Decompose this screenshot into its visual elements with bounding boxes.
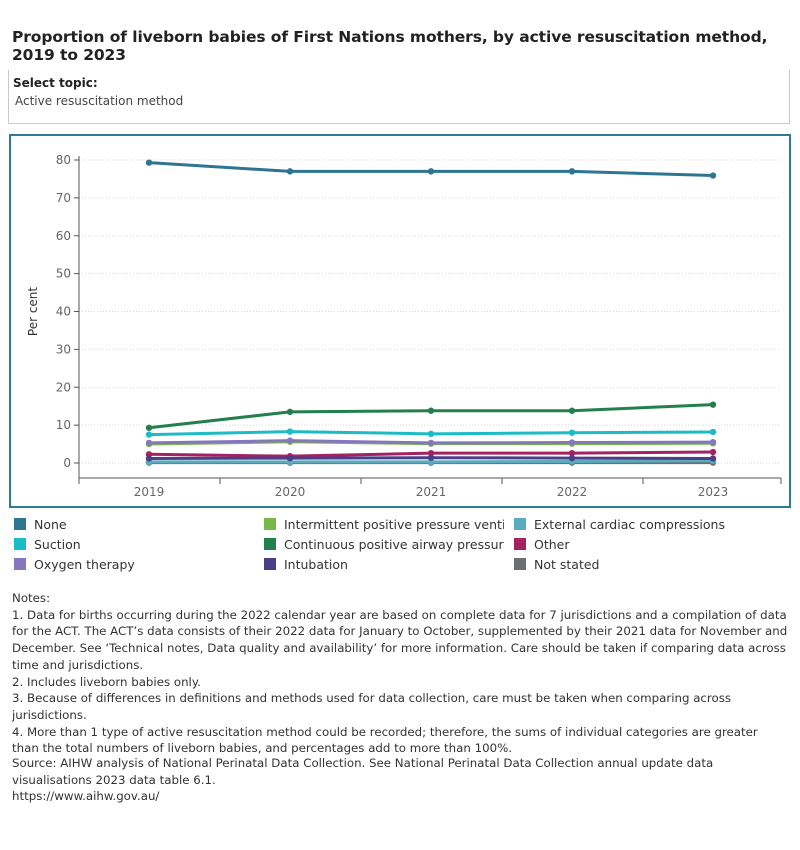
y-tick-label: 80	[56, 153, 71, 167]
data-point	[568, 407, 576, 414]
legend-swatch	[264, 538, 276, 550]
legend-swatch	[514, 538, 526, 550]
legend-swatch	[14, 558, 26, 570]
data-point	[286, 408, 294, 416]
legend-swatch	[514, 518, 526, 530]
legend-label: Intubation	[284, 556, 348, 572]
data-point	[709, 455, 717, 462]
data-point	[427, 454, 435, 461]
data-point	[427, 449, 435, 457]
legend-item[interactable]: Oxygen therapy	[14, 554, 135, 574]
legend-label: Intermittent positive pressure ventilat.…	[284, 516, 504, 532]
legend-item[interactable]: External cardiac compressions	[514, 514, 725, 534]
data-point	[568, 449, 576, 457]
note-item: 2. Includes liveborn babies only.	[12, 674, 201, 689]
data-point	[709, 401, 717, 408]
y-tick-label: 60	[56, 229, 71, 243]
legend-label: None	[34, 516, 67, 532]
legend-item[interactable]: Continuous positive airway pressure	[264, 534, 504, 554]
data-point	[568, 454, 576, 462]
legend-item[interactable]: Suction	[14, 534, 81, 554]
series-lines	[145, 159, 717, 466]
data-point	[286, 437, 294, 444]
axes: 0 10 20 30 40 50 60 70 80 2019 2020 2021 2022 2023 Per…	[26, 153, 782, 499]
series-continuous-positive-airway-pressure	[145, 401, 717, 431]
data-point	[709, 172, 717, 179]
line-chart[interactable]: 0 10 20 30 40 50 60 70 80 2019 2020 2021 2022 2023 Per…	[11, 136, 789, 506]
note-item: 3. Because of differences in definitions…	[12, 691, 732, 722]
data-point	[709, 438, 717, 446]
legend-label: Suction	[34, 536, 81, 552]
legend-item[interactable]: None	[14, 514, 67, 534]
data-point	[145, 455, 153, 462]
data-point	[568, 168, 576, 175]
legend-swatch	[14, 518, 26, 530]
data-point	[427, 430, 435, 438]
legend-label: Other	[534, 536, 570, 552]
legend-swatch	[264, 558, 276, 570]
page-title: Proportion of liveborn babies of First N…	[12, 28, 768, 64]
notes-section: Notes: 1. Data for births occurring duri…	[12, 590, 788, 757]
legend-label: Oxygen therapy	[34, 556, 135, 572]
legend-swatch	[514, 558, 526, 570]
legend-label: External cardiac compressions	[534, 516, 725, 532]
x-tick-label: 2023	[698, 485, 729, 499]
y-tick-label: 20	[56, 380, 71, 394]
legend-item[interactable]: Intubation	[264, 554, 348, 574]
legend-swatch	[14, 538, 26, 550]
data-point	[427, 439, 435, 447]
legend-label: Not stated	[534, 556, 600, 572]
y-tick-label: 70	[56, 191, 71, 205]
data-point	[709, 448, 717, 456]
topic-filter-label: Select topic:	[13, 76, 98, 90]
legend-item[interactable]: Other	[514, 534, 570, 554]
series-suction	[145, 428, 717, 438]
y-axis-title: Per cent	[26, 287, 40, 337]
chart-legend: None Suction Oxygen therapy Intermittent po…	[14, 514, 790, 576]
data-point	[709, 428, 717, 436]
y-tick-label: 40	[56, 305, 71, 319]
data-point	[568, 429, 576, 436]
series-oxygen-therapy	[145, 437, 717, 447]
x-tick-label: 2019	[134, 485, 165, 499]
legend-item[interactable]: Not stated	[514, 554, 599, 574]
note-item: 4. More than 1 type of active resuscitat…	[12, 724, 758, 756]
data-point	[427, 407, 435, 414]
series-none	[145, 159, 717, 179]
data-point	[427, 168, 435, 175]
data-point	[568, 439, 576, 446]
x-tick-label: 2020	[275, 485, 306, 499]
data-point	[145, 159, 153, 166]
legend-swatch	[264, 518, 276, 530]
source-link[interactable]: https://www.aihw.gov.au/	[12, 789, 160, 804]
source-section: Source: AIHW analysis of National Perina…	[12, 755, 788, 805]
source-text: Source: AIHW analysis of National Perina…	[12, 756, 714, 787]
y-tick-label: 10	[56, 418, 71, 432]
y-tick-label: 30	[56, 342, 71, 356]
chart-container[interactable]: 0 10 20 30 40 50 60 70 80 2019 2020 2021 2022 2023 Per…	[9, 134, 791, 508]
notes-heading: Notes:	[12, 591, 51, 605]
series-intubation	[145, 454, 717, 462]
data-point	[145, 424, 153, 431]
data-point	[145, 439, 153, 447]
data-point	[286, 454, 294, 462]
y-tick-label: 50	[56, 267, 71, 281]
note-item: 1. Data for births occurring during the …	[12, 607, 788, 672]
data-point	[286, 168, 294, 175]
x-tick-label: 2021	[416, 485, 447, 499]
y-tick-label: 0	[63, 456, 71, 470]
legend-item[interactable]: Intermittent positive pressure ventilat.…	[264, 514, 504, 534]
x-tick-label: 2022	[557, 485, 588, 499]
data-point	[286, 428, 294, 435]
data-point	[145, 431, 153, 438]
grid-lines	[79, 159, 781, 464]
topic-filter[interactable]: Select topic: Active resuscitation metho…	[8, 70, 790, 124]
legend-label: Continuous positive airway pressure	[284, 536, 504, 552]
topic-filter-value[interactable]: Active resuscitation method	[15, 94, 184, 108]
